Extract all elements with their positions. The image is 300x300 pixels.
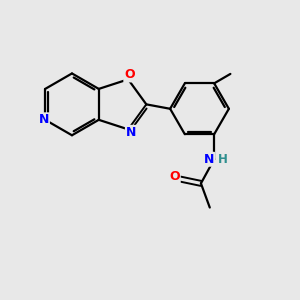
Text: N: N <box>38 113 49 126</box>
Text: N: N <box>204 153 214 166</box>
Text: O: O <box>169 169 180 182</box>
Text: N: N <box>126 126 136 139</box>
Text: O: O <box>124 68 135 81</box>
Text: H: H <box>218 153 227 166</box>
